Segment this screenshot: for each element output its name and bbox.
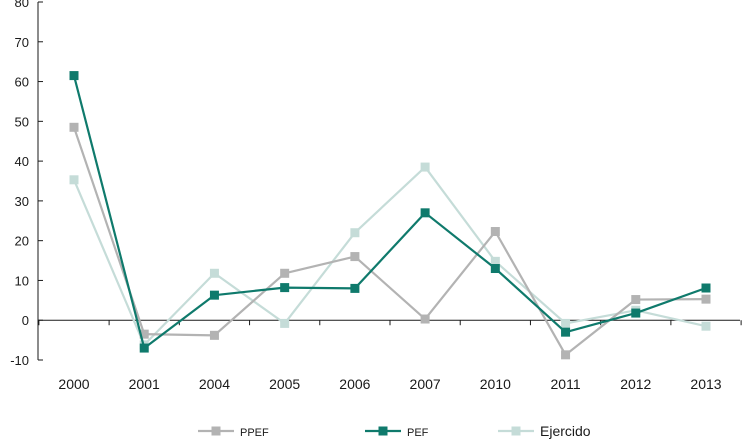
x-tick-label: 2004 [199, 376, 230, 392]
y-tick-label: 70 [15, 35, 29, 50]
y-tick-label: -10 [10, 353, 29, 368]
legend-label-pef: PEF [407, 427, 429, 439]
data-point-ppef [631, 295, 641, 305]
data-point-ejercido [350, 228, 360, 238]
x-tick-label: 2013 [690, 376, 721, 392]
data-point-ppef [561, 350, 571, 360]
y-tick-label: 20 [15, 234, 29, 249]
x-tick-label: 2005 [269, 376, 300, 392]
axes [37, 1, 742, 361]
legend-marker-ppef [211, 426, 221, 436]
data-point-pef [561, 327, 571, 337]
x-tick-label: 2001 [129, 376, 160, 392]
data-point-ppef [350, 252, 360, 262]
data-point-ejercido [701, 321, 711, 331]
legend-item-ppef: PPEF [198, 426, 269, 439]
data-point-pef [209, 290, 219, 300]
y-tick-label: 0 [22, 313, 29, 328]
data-point-ppef [701, 294, 711, 304]
data-point-ejercido [280, 318, 290, 328]
data-point-ppef [420, 314, 430, 324]
y-tick-label: 50 [15, 114, 29, 129]
data-point-ejercido [420, 162, 430, 172]
series-ppef [69, 122, 711, 360]
data-point-ejercido [209, 268, 219, 278]
data-point-ejercido [490, 256, 500, 266]
legend-label-ppef: PPEF [240, 427, 269, 439]
x-tick-label: 2012 [620, 376, 651, 392]
data-point-pef [631, 308, 641, 318]
x-tick-label: 2007 [410, 376, 441, 392]
data-point-pef [420, 208, 430, 218]
legend-item-ejercido: Ejercido [498, 423, 591, 439]
series-pef [69, 71, 711, 353]
x-tick-label: 2000 [58, 376, 89, 392]
x-tick-label: 2011 [551, 376, 581, 392]
data-point-pef [490, 264, 500, 274]
y-tick-label: 40 [15, 154, 29, 169]
legend: PPEF PEF Ejercido [198, 423, 591, 439]
data-point-ppef [280, 268, 290, 278]
data-point-ppef [490, 227, 500, 237]
legend-item-pef: PEF [365, 426, 429, 439]
x-axis-tick-labels: 2000 2001 2004 2005 2006 2007 2010 2011 2012 2013 [58, 376, 721, 392]
data-point-pef [139, 343, 149, 353]
series-line-ppef [72, 126, 707, 356]
y-tick-label: 10 [15, 273, 29, 288]
data-point-pef [701, 283, 711, 293]
data-point-pef [280, 283, 290, 293]
legend-marker-ejercido [511, 426, 521, 436]
x-tick-label: 2006 [339, 376, 370, 392]
y-tick-label: 60 [15, 75, 29, 90]
series-layer [69, 71, 711, 360]
legend-label-ejercido: Ejercido [540, 423, 591, 439]
data-point-pef [69, 71, 79, 81]
series-line-pef [72, 75, 707, 350]
data-point-ppef [139, 329, 149, 339]
series-line-ejercido [72, 165, 707, 346]
data-point-ppef [209, 330, 219, 340]
data-point-ppef [69, 122, 79, 132]
x-tick-label: 2010 [480, 376, 511, 392]
y-tick-label: 80 [15, 0, 29, 10]
y-tick-label: 30 [15, 194, 29, 209]
legend-marker-pef [378, 426, 388, 436]
data-point-pef [350, 283, 360, 293]
y-axis-tick-labels: 80 70 60 50 40 30 20 10 0 -10 [10, 0, 29, 368]
data-point-ejercido [561, 318, 571, 328]
data-point-ejercido [69, 175, 79, 185]
